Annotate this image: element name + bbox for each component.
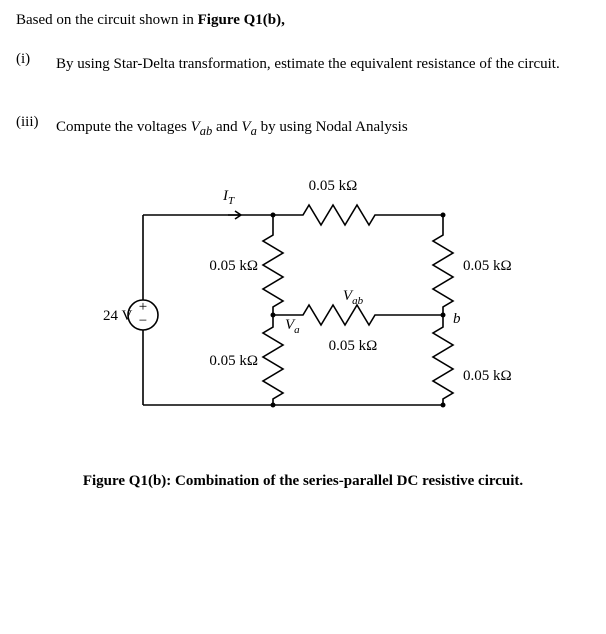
vs-minus: − bbox=[139, 313, 147, 329]
r-right-top-icon bbox=[433, 215, 453, 315]
intro-figref: Figure Q1(b), bbox=[198, 12, 285, 28]
it-label: IT bbox=[222, 188, 235, 207]
vab-label: Vab bbox=[343, 288, 364, 307]
r-top-label: 0.05 kΩ bbox=[309, 178, 358, 194]
it-arrow-icon bbox=[228, 211, 241, 219]
intro-line: Based on the circuit shown in Figure Q1(… bbox=[16, 12, 590, 29]
r-mid-icon bbox=[273, 305, 443, 325]
node-b-label: b bbox=[453, 311, 461, 327]
part-iii-text: Compute the voltages Vab and Va by using… bbox=[56, 114, 590, 143]
vab-v: V bbox=[191, 119, 200, 135]
r-top-icon bbox=[273, 205, 443, 225]
r-mid-label: 0.05 kΩ bbox=[329, 338, 378, 354]
circuit-svg: + − 24 V IT 0.05 kΩ 0.05 kΩ 0.05 kΩ Va V… bbox=[73, 155, 533, 455]
node-a-bot-dot bbox=[271, 402, 276, 407]
and-word: and bbox=[212, 119, 241, 135]
node-b-bot-dot bbox=[441, 402, 446, 407]
figure-caption: Figure Q1(b): Combination of the series-… bbox=[16, 473, 590, 490]
figure: + − 24 V IT 0.05 kΩ 0.05 kΩ 0.05 kΩ Va V… bbox=[16, 155, 590, 490]
part-i-text: By using Star-Delta transformation, esti… bbox=[56, 51, 590, 78]
part-i-label: (i) bbox=[16, 51, 56, 78]
r-right-top-label: 0.05 kΩ bbox=[463, 258, 512, 274]
node-a-top-dot bbox=[271, 212, 276, 217]
node-b-dot bbox=[441, 312, 446, 317]
r-right-bot-label: 0.05 kΩ bbox=[463, 368, 512, 384]
r-right-bot-icon bbox=[433, 315, 453, 405]
vab-sub: ab bbox=[200, 124, 213, 138]
source-label: 24 V bbox=[103, 308, 132, 324]
part-iii-label: (iii) bbox=[16, 114, 56, 143]
vab-sym: Vab bbox=[191, 119, 213, 135]
part-iii: (iii) Compute the voltages Vab and Va by… bbox=[16, 114, 590, 143]
r-left-bot-icon bbox=[263, 315, 283, 405]
r-left-bot-label: 0.05 kΩ bbox=[209, 353, 258, 369]
part-iii-text-b: by using Nodal Analysis bbox=[257, 119, 408, 135]
r-left-top-label: 0.05 kΩ bbox=[209, 258, 258, 274]
va-node-label: Va bbox=[285, 317, 300, 336]
intro-prefix: Based on the circuit shown in bbox=[16, 12, 198, 28]
part-i: (i) By using Star-Delta transformation, … bbox=[16, 51, 590, 78]
node-b-top-dot bbox=[441, 212, 446, 217]
va-v: V bbox=[241, 119, 250, 135]
node-a-dot bbox=[271, 312, 276, 317]
part-iii-text-a: Compute the voltages bbox=[56, 119, 191, 135]
r-left-top-icon bbox=[263, 215, 283, 315]
va-sym: Va bbox=[241, 119, 256, 135]
